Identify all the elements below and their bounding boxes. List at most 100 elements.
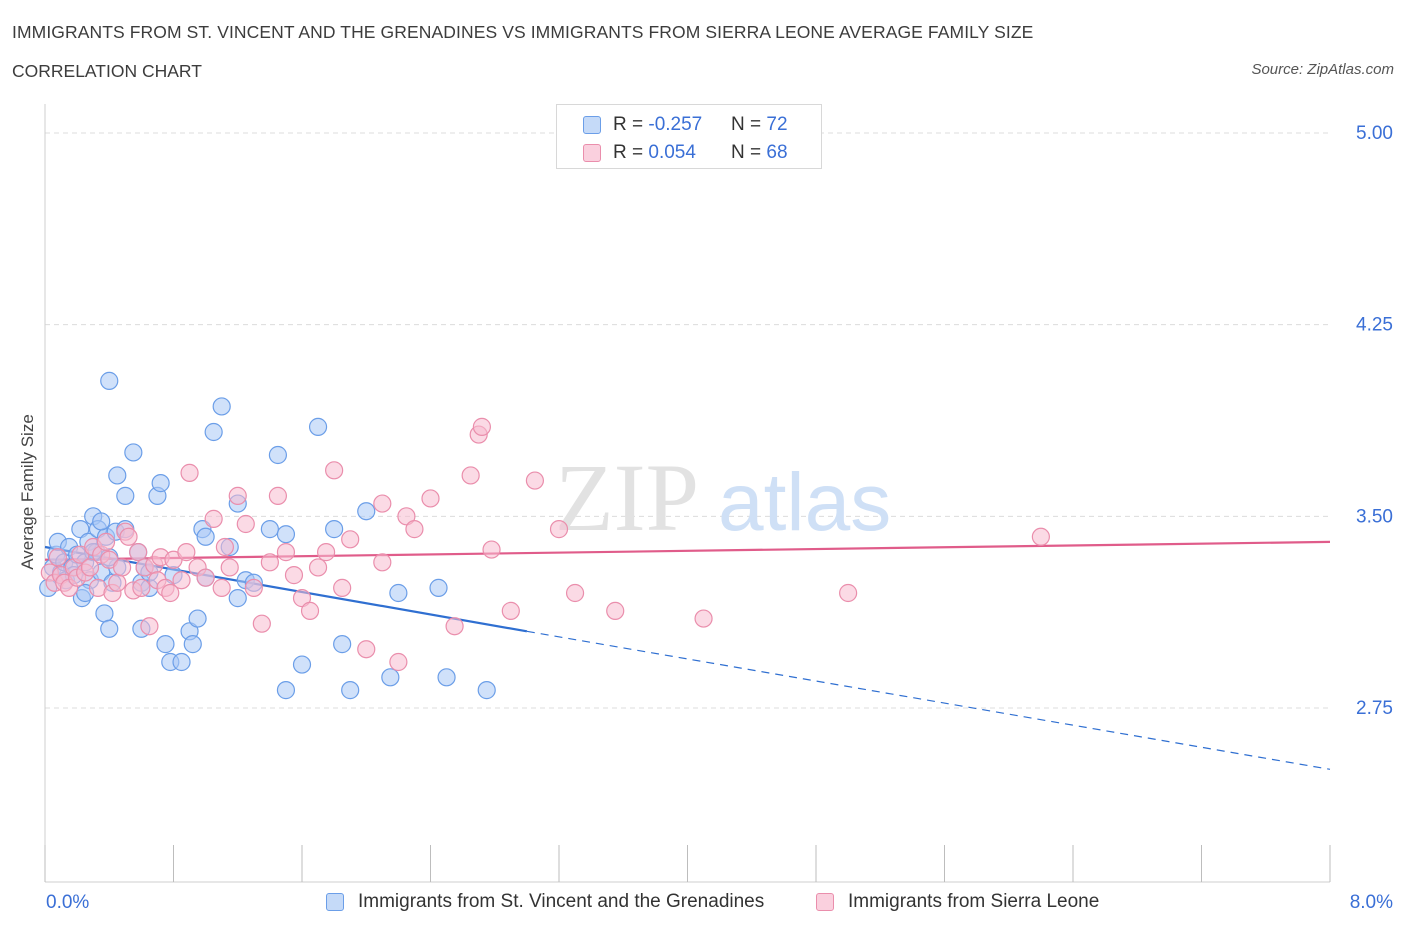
legend-r-label: R = (613, 114, 649, 135)
point-st-vincent (477, 681, 496, 700)
point-st-vincent (292, 655, 312, 674)
bottom-legend-swatch-blue (326, 893, 344, 911)
bottom-legend-label-blue: Immigrants from St. Vincent and the Gren… (358, 891, 765, 912)
legend-r-pink: R = 0.054 (613, 142, 731, 164)
legend-n-label: N = (731, 142, 767, 163)
watermark-zip: ZIP (555, 444, 699, 551)
point-sierra-leone (501, 601, 520, 620)
legend-r-value: 0.054 (648, 142, 696, 163)
point-sierra-leone (1031, 527, 1050, 546)
legend-row-pink: R = 0.054 N = 68 (583, 141, 788, 165)
point-st-vincent (100, 619, 119, 638)
point-st-vincent (268, 445, 288, 465)
point-st-vincent (116, 486, 135, 505)
point-st-vincent (341, 681, 360, 700)
point-sierra-leone (180, 463, 199, 482)
point-st-vincent (188, 609, 207, 628)
point-sierra-leone (389, 652, 408, 672)
point-sierra-leone (405, 520, 424, 539)
point-sierra-leone (525, 471, 545, 490)
point-sierra-leone (268, 486, 288, 505)
source-label: Source: ZipAtlas.com (1251, 61, 1394, 78)
point-sierra-leone (461, 466, 480, 485)
legend-n-value: 68 (766, 142, 788, 163)
grid-layer (45, 132, 1330, 709)
point-sierra-leone (549, 520, 569, 539)
point-sierra-leone (215, 537, 234, 557)
point-st-vincent (151, 474, 170, 493)
legend-r-blue: R = -0.257 (613, 114, 731, 136)
point-st-vincent (196, 527, 215, 546)
point-sierra-leone (341, 530, 360, 549)
watermark-atlas: atlas (718, 457, 891, 548)
y-tick-label: 2.75 (1356, 698, 1393, 719)
point-sierra-leone (244, 578, 263, 597)
point-sierra-leone (445, 617, 464, 636)
point-st-vincent (437, 668, 456, 687)
stats-legend: R = -0.257 N = 72 R = 0.054 N = 68 (556, 104, 822, 169)
point-st-vincent (381, 668, 400, 687)
axis-layer: 2.75 3.50 4.25 5.00 0.0% 8.0% (44, 104, 1393, 913)
point-sierra-leone (260, 553, 279, 572)
y-tick-label: 4.25 (1356, 315, 1393, 336)
point-st-vincent (95, 604, 114, 623)
bottom-legend-label-pink: Immigrants from Sierra Leone (848, 891, 1100, 912)
point-sierra-leone (333, 578, 352, 597)
point-sierra-leone (228, 486, 247, 505)
point-sierra-leone (140, 617, 159, 636)
point-sierra-leone (252, 614, 271, 633)
trend-line-sierra-leone (44, 540, 1331, 561)
point-st-vincent (276, 681, 296, 700)
y-axis-label: Average Family Size (18, 414, 37, 570)
point-sierra-leone (565, 583, 585, 603)
point-sierra-leone (96, 532, 116, 551)
point-st-vincent (325, 520, 344, 539)
bottom-legend-swatch-pink (816, 893, 834, 911)
point-sierra-leone (357, 640, 376, 659)
point-sierra-leone (196, 568, 215, 587)
point-st-vincent (204, 422, 223, 442)
point-st-vincent (333, 635, 352, 654)
point-sierra-leone (373, 553, 392, 572)
point-st-vincent (260, 520, 279, 539)
point-sierra-leone (161, 583, 180, 603)
point-sierra-leone (308, 558, 328, 577)
point-sierra-leone (839, 583, 858, 603)
point-st-vincent (228, 589, 247, 608)
y-tick-label: 3.50 (1356, 506, 1393, 527)
trend-line-st-vincent-extension (526, 630, 1331, 770)
point-st-vincent (124, 443, 143, 462)
point-sierra-leone (472, 417, 491, 436)
point-sierra-leone (300, 601, 320, 620)
point-sierra-leone (212, 578, 231, 597)
point-sierra-leone (48, 548, 67, 567)
point-st-vincent (389, 583, 408, 603)
point-sierra-leone (220, 558, 239, 577)
x-tick-label: 8.0% (1350, 892, 1393, 913)
point-sierra-leone (119, 527, 138, 546)
point-sierra-leone (284, 566, 304, 585)
point-sierra-leone (108, 573, 127, 592)
point-sierra-leone (177, 543, 196, 562)
point-st-vincent (156, 635, 175, 654)
point-sierra-leone (204, 509, 223, 528)
point-sierra-leone (316, 543, 336, 562)
point-st-vincent (212, 397, 231, 416)
watermark: ZIP atlas (555, 444, 891, 551)
point-sierra-leone (80, 558, 100, 577)
point-st-vincent (92, 512, 111, 531)
point-st-vincent (172, 652, 191, 672)
point-st-vincent (429, 578, 448, 597)
point-sierra-leone (172, 571, 191, 590)
point-st-vincent (308, 417, 328, 436)
point-sierra-leone (236, 514, 255, 534)
legend-n-label: N = (731, 114, 767, 135)
point-sierra-leone (482, 540, 501, 559)
point-sierra-leone (325, 461, 344, 480)
point-st-vincent (357, 502, 376, 521)
points-layer (39, 371, 1050, 700)
point-st-vincent (100, 371, 119, 390)
legend-swatch-blue (583, 116, 601, 134)
point-sierra-leone (606, 601, 625, 620)
